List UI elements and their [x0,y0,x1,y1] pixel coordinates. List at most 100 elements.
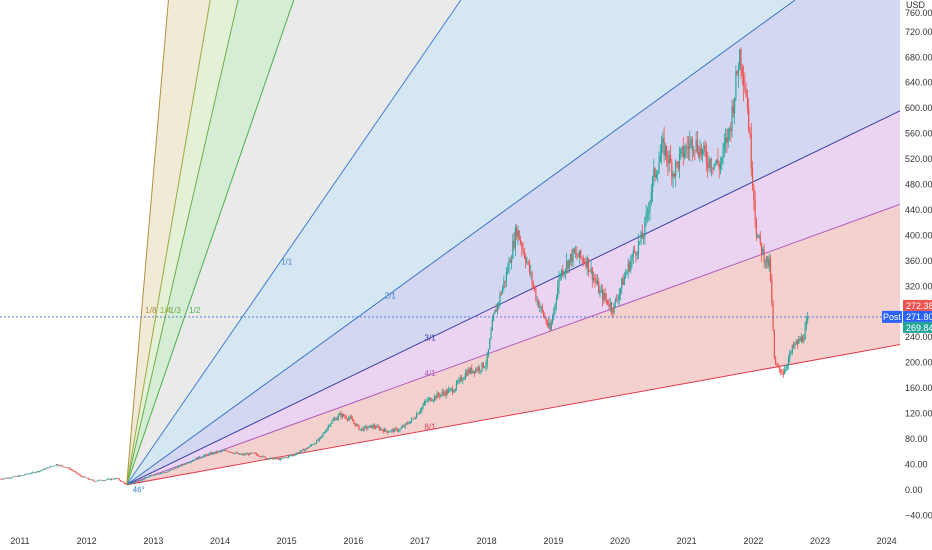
candle-body [473,370,475,373]
candle-body [36,471,38,473]
candle-body [546,322,549,326]
candle-body [568,259,570,269]
candle-body [780,369,782,373]
candle-body [380,428,382,430]
candle-body [717,159,719,165]
candle-body [655,174,658,177]
candle-body [767,256,769,267]
candle-body [203,455,205,457]
candle-body [519,240,522,244]
candle-body [335,418,337,421]
candle-body [64,467,66,469]
candle-body [282,457,284,459]
candle-body [757,236,759,238]
candle-body [728,128,731,130]
candle-body [416,414,418,418]
candle-body [17,476,19,477]
candle-body [187,462,190,464]
candle-body [616,299,618,301]
candle-body [587,258,590,271]
y-tick-2: 640.00 [905,78,932,88]
candle-body [87,477,90,480]
candle-body [744,86,746,89]
candle-body [22,475,24,476]
candle-body [466,373,468,376]
candle-body [13,476,15,477]
candle-body [455,382,458,389]
candle-body [512,240,514,259]
candle-body [285,457,287,458]
candle-body [122,481,124,483]
candle-body [182,464,184,465]
candle-body [368,425,370,428]
candle-body [392,429,395,432]
candle-body [42,468,45,470]
candle-body [678,154,681,169]
candle-body [423,402,425,406]
candle-body [669,154,672,163]
candle-body [305,447,308,450]
candle-body [245,453,247,455]
candle-body [657,172,659,175]
candle-body [794,343,796,347]
candle-body [782,372,784,375]
candle-body [489,339,491,349]
candle-body [150,475,152,476]
candle-body [730,128,732,132]
candle-body [264,456,266,459]
candle-body [631,256,633,262]
candle-body [573,248,575,253]
candle-body [204,454,206,456]
candle-body [169,469,172,471]
candle-body [123,482,125,484]
candle-body [135,481,137,483]
candle-body [332,419,334,421]
post-badge [882,310,902,323]
y-tick-5: 520.00 [905,154,932,164]
candle-body [239,453,241,455]
candle-body [513,240,515,248]
candle-body [284,457,286,459]
candle-body [510,258,513,263]
candle-body [581,257,583,259]
candle-body [81,476,83,478]
candle-body [637,241,640,254]
candle-body [91,479,93,481]
candle-body [316,439,318,444]
candle-body [436,393,438,399]
candle-body [677,162,679,169]
candle-body [454,388,456,392]
candle-body [260,456,263,458]
candle-body [709,158,711,169]
low-badge-text: 269.84 [906,323,932,333]
candle-body [90,479,92,481]
candle-body [626,271,628,275]
candle-body [575,252,577,254]
candle-body [34,472,36,473]
candle-body [676,161,678,163]
candle-body [242,454,245,455]
candle-body [784,369,786,375]
candle-body [199,456,201,458]
candle-body [789,352,791,359]
candle-body [166,472,168,473]
candle-body [8,477,10,479]
candle-body [407,423,409,424]
candle-body [384,429,386,432]
candle-body [590,267,592,272]
candle-body [205,454,208,455]
candle-body [682,146,684,158]
fan-line-9 [126,0,169,485]
candle-body [86,477,88,479]
candle-body [214,451,216,454]
candle-body [458,379,460,383]
x-tick-11: 2022 [743,536,763,546]
candle-body [421,407,423,411]
candle-body [792,345,795,347]
candle-body [336,418,338,421]
candle-body [675,161,677,177]
candle-body [625,274,627,277]
candle-body [4,478,6,479]
candle-body [222,450,224,452]
